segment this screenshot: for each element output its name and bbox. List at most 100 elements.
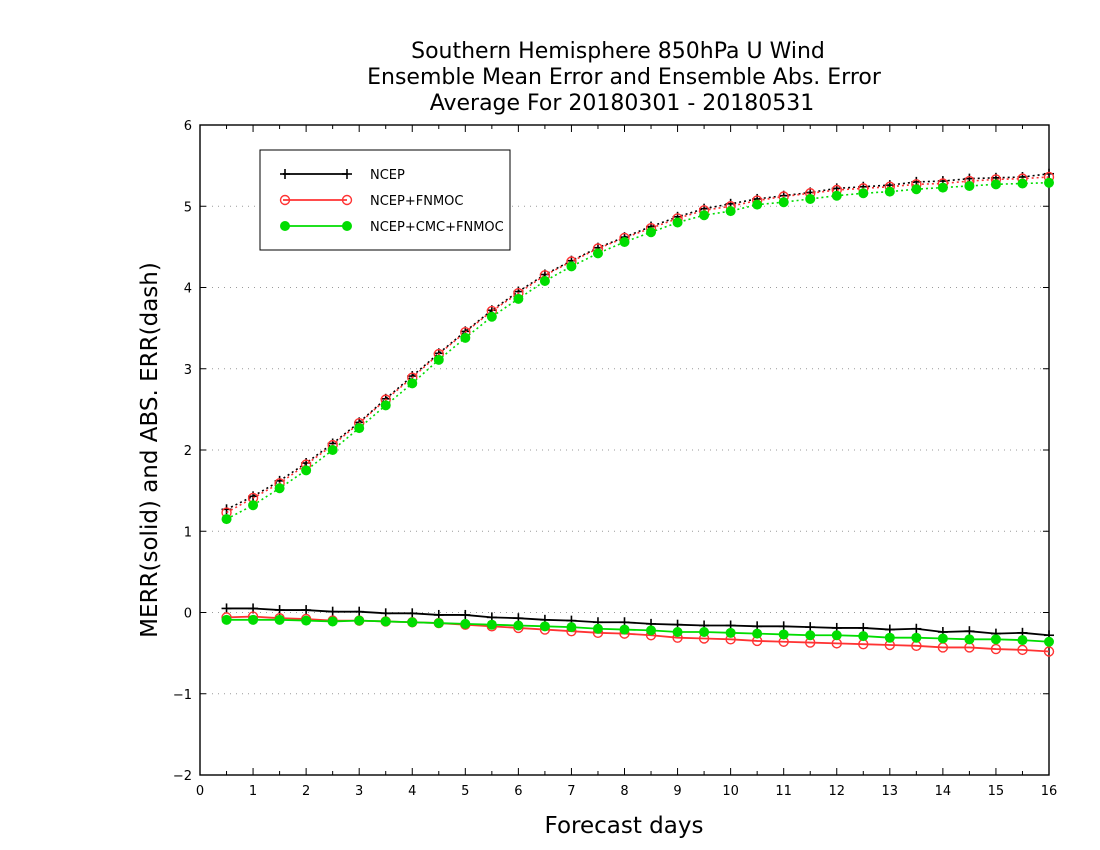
legend-label-ncep-cmc-fnmoc: NCEP+CMC+FNMOC <box>370 220 504 235</box>
x-tick-label: 0 <box>196 784 204 799</box>
abs-err-point-ncep-cmc-fnmoc <box>301 465 312 476</box>
y-tick-label: −2 <box>173 769 192 784</box>
abs-err-point-ncep-cmc-fnmoc <box>354 423 365 434</box>
series-ncep-cmc-fnmoc <box>221 177 1054 647</box>
x-tick-label: 6 <box>514 784 522 799</box>
merr-point-ncep-cmc-fnmoc <box>354 615 365 626</box>
abs-err-point-ncep-cmc-fnmoc <box>327 445 338 455</box>
abs-err-point-ncep-cmc-fnmoc <box>592 248 603 259</box>
merr-point-ncep-cmc-fnmoc <box>539 621 550 632</box>
abs-err-point-ncep-cmc-fnmoc <box>433 354 444 365</box>
y-tick-label: 5 <box>184 200 192 215</box>
y-axis-label: MERR(solid) and ABS. ERR(dash) <box>137 262 163 638</box>
abs-err-point-ncep-cmc-fnmoc <box>221 514 232 525</box>
legend-marker-ncep-cmc-fnmoc <box>342 221 352 231</box>
merr-point-ncep-cmc-fnmoc <box>221 614 232 625</box>
y-tick-label: 3 <box>184 363 192 378</box>
merr-point-ncep-cmc-fnmoc <box>619 624 630 635</box>
merr-point-ncep-cmc-fnmoc <box>911 632 922 643</box>
legend: NCEP NCEP+FNMOC NCEP+CMC+FNMOC <box>259 149 511 251</box>
x-tick-label: 10 <box>722 784 739 799</box>
abs-err-point-ncep-cmc-fnmoc <box>699 210 710 221</box>
abs-err-point-ncep-cmc-fnmoc <box>619 237 630 247</box>
x-tick-label: 8 <box>620 784 628 799</box>
merr-point-ncep-fnmoc <box>990 643 1002 655</box>
legend-label-ncep-fnmoc: NCEP+FNMOC <box>370 194 463 209</box>
legend-marker-ncep-cmc-fnmoc <box>280 221 290 231</box>
merr-point-ncep-cmc-fnmoc <box>301 615 312 626</box>
abs-err-point-ncep-cmc-fnmoc <box>460 332 471 343</box>
y-tick-label: −1 <box>173 688 192 703</box>
merr-point-ncep-cmc-fnmoc <box>592 623 603 634</box>
series-layer <box>221 168 1055 657</box>
merr-point-ncep-cmc-fnmoc <box>964 634 975 645</box>
merr-point-ncep-cmc-fnmoc <box>486 619 497 630</box>
merr-point-ncep-cmc-fnmoc <box>380 616 391 627</box>
x-tick-label: 5 <box>461 784 469 799</box>
x-tick-label: 16 <box>1041 784 1058 799</box>
abs-err-point-ncep-cmc-fnmoc <box>566 261 577 272</box>
merr-point-ncep-cmc-fnmoc <box>990 634 1001 645</box>
abs-err-point-ncep-cmc-fnmoc <box>513 293 524 304</box>
abs-err-point-ncep-cmc-fnmoc <box>752 199 763 210</box>
merr-point-ncep-cmc-fnmoc <box>248 614 259 625</box>
chart-title-line-1: Southern Hemisphere 850hPa U Wind <box>411 39 825 64</box>
abs-err-point-ncep-cmc-fnmoc <box>672 217 683 228</box>
x-tick-label: 13 <box>882 784 899 799</box>
x-axis-label: Forecast days <box>545 813 704 839</box>
x-tick-label: 4 <box>408 784 416 799</box>
abs-err-point-ncep-cmc-fnmoc <box>990 179 1001 190</box>
merr-point-ncep-cmc-fnmoc <box>1044 636 1054 647</box>
legend-marker-ncep-fnmoc <box>341 194 353 206</box>
series-ncep-fnmoc <box>221 171 1055 657</box>
series-ncep <box>221 168 1054 641</box>
abs-err-point-ncep-cmc-fnmoc <box>486 311 497 322</box>
merr-point-ncep-cmc-fnmoc <box>327 616 338 627</box>
chart-title-line-2: Ensemble Mean Error and Ensemble Abs. Er… <box>367 65 882 90</box>
abs-err-point-ncep-cmc-fnmoc <box>1017 178 1028 189</box>
x-tick-label: 12 <box>828 784 845 799</box>
merr-point-ncep-cmc-fnmoc <box>725 627 736 638</box>
merr-point-ncep-cmc-fnmoc <box>752 628 763 639</box>
merr-line-ncep <box>226 607 1050 637</box>
merr-point-ncep-cmc-fnmoc <box>460 618 471 629</box>
x-tick-label: 3 <box>355 784 363 799</box>
legend-label-ncep: NCEP <box>370 168 405 183</box>
legend-marker-ncep-fnmoc <box>279 194 291 206</box>
merr-point-ncep-cmc-fnmoc <box>831 630 842 641</box>
y-tick-label: 0 <box>184 607 192 622</box>
y-tick-label: 2 <box>184 444 192 459</box>
y-tick-label: 1 <box>184 525 192 540</box>
abs-err-point-ncep-cmc-fnmoc <box>274 483 285 494</box>
abs-err-point-ncep-cmc-fnmoc <box>380 400 391 411</box>
merr-point-ncep-cmc-fnmoc <box>513 620 524 631</box>
abs-err-point-ncep-cmc-fnmoc <box>805 193 816 204</box>
abs-err-point-ncep-cmc-fnmoc <box>725 206 736 217</box>
x-tick-label: 14 <box>935 784 952 799</box>
x-tick-label: 9 <box>673 784 681 799</box>
abs-err-point-ncep-cmc-fnmoc <box>937 182 948 193</box>
abs-err-point-ncep-cmc-fnmoc <box>1044 177 1054 188</box>
merr-point-ncep-cmc-fnmoc <box>778 629 789 640</box>
abs-err-point-ncep-cmc-fnmoc <box>831 190 842 201</box>
abs-err-point-ncep-cmc-fnmoc <box>539 276 550 286</box>
abs-err-point-ncep-cmc-fnmoc <box>884 186 895 197</box>
abs-err-point-ncep-cmc-fnmoc <box>646 227 657 238</box>
x-tick-label: 2 <box>302 784 310 799</box>
x-tick-label: 7 <box>567 784 575 799</box>
merr-point-ncep-cmc-fnmoc <box>884 632 895 643</box>
abs-err-point-ncep-cmc-fnmoc <box>964 180 975 191</box>
abs-err-point-ncep-cmc-fnmoc <box>248 500 259 511</box>
merr-point-ncep-cmc-fnmoc <box>646 625 657 636</box>
x-tick-label: 11 <box>775 784 792 799</box>
merr-point-ncep-fnmoc <box>1017 644 1028 656</box>
merr-point-ncep-cmc-fnmoc <box>566 622 577 633</box>
abs-err-point-ncep-cmc-fnmoc <box>858 188 869 199</box>
merr-point-ncep-cmc-fnmoc <box>937 633 948 644</box>
abs-err-point-ncep-cmc-fnmoc <box>911 184 922 195</box>
merr-point-ncep-cmc-fnmoc <box>805 630 816 641</box>
chart-title-line-3: Average For 20180301 - 20180531 <box>430 91 815 116</box>
abs-err-point-ncep-cmc-fnmoc <box>778 197 789 208</box>
